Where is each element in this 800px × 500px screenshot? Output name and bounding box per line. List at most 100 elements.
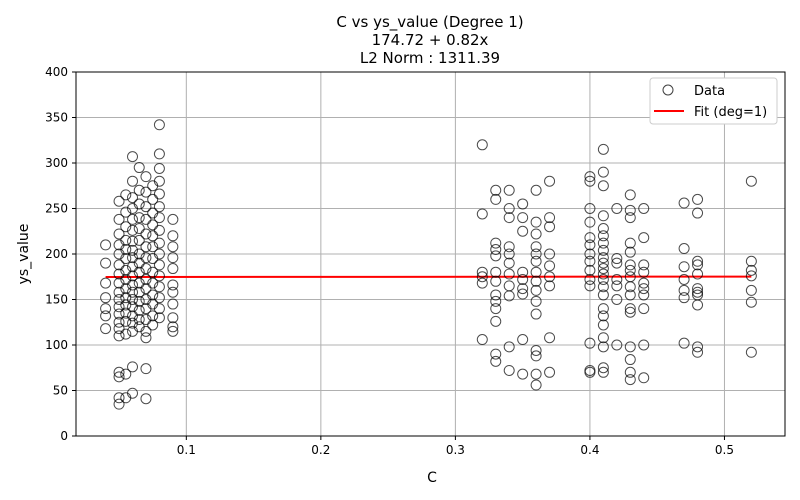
data-point [584,280,596,292]
data-point [517,212,529,224]
data-point [624,341,636,353]
data-point [127,310,139,322]
data-point [517,225,529,237]
data-point [517,266,529,278]
data-point [153,248,165,260]
data-point [530,344,542,356]
data-point [153,224,165,236]
data-point [147,310,159,322]
data-point [120,206,132,218]
data-point [597,366,609,378]
data-point [133,248,145,260]
data-point [153,281,165,293]
data-point [133,162,145,174]
data-point [113,228,125,240]
y-tick-label: 200 [45,247,68,261]
data-point [745,270,757,282]
data-point [100,310,112,322]
data-point [611,203,623,214]
data-point [638,303,650,315]
data-point [113,286,125,298]
data-point [120,292,132,304]
data-point [100,292,112,304]
data-point [544,332,556,344]
data-point [140,263,152,275]
data-point [584,366,596,378]
y-tick-label: 50 [53,384,68,398]
data-point [692,286,704,298]
data-point [678,261,690,273]
data-point [624,264,636,276]
data-point [140,332,152,344]
data-point [517,368,529,380]
data-point [127,387,139,399]
data-point [167,213,179,225]
data-point [517,283,529,295]
data-point [127,294,139,305]
data-point [153,188,165,200]
data-point [584,337,596,349]
data-point [530,228,542,240]
data-point [100,257,112,269]
data-point [133,223,145,235]
data-point [120,283,132,295]
data-point [153,303,165,315]
data-point [100,277,112,289]
data-point [133,277,145,289]
data-point [167,252,179,264]
data-point [127,235,139,247]
data-point [476,334,488,346]
data-point [147,219,159,231]
data-point [745,264,757,276]
data-point [597,180,609,192]
data-point [624,259,636,271]
data-point [140,325,152,337]
y-tick-label: 400 [45,65,68,79]
data-point [544,221,556,233]
data-point [140,283,152,295]
data-point [113,213,125,225]
data-point [167,230,179,242]
data-point [503,248,515,260]
data-point [120,221,132,233]
data-point [638,372,650,384]
data-point [490,243,502,255]
data-point [503,290,515,302]
x-tick-label: 0.1 [177,443,196,457]
data-point [476,139,488,151]
data-point [517,198,529,210]
data-point [113,392,125,404]
data-point [530,184,542,196]
data-point [167,321,179,333]
data-point [133,212,145,224]
data-point [113,277,125,289]
data-point [517,334,529,346]
data-point [113,323,125,335]
data-point [597,341,609,353]
data-point [638,339,650,351]
data-point [584,248,596,260]
data-point [503,212,515,224]
data-point [153,201,165,213]
data-point [113,330,125,342]
data-point [140,171,152,183]
data-point [120,315,132,327]
y-tick-label: 150 [45,293,68,307]
data-point [127,261,139,273]
data-point [503,268,515,280]
y-axis-label: ys_value [16,224,32,285]
data-point [530,248,542,260]
data-point [113,195,125,207]
data-point [597,143,609,155]
y-tick-label: 100 [45,338,68,352]
data-point [113,398,125,410]
data-point [597,289,609,301]
data-point [490,295,502,307]
data-point [584,175,596,187]
data-point [153,237,165,249]
data-point [113,371,125,383]
data-point [544,212,556,224]
data-point [167,325,179,337]
data-point [624,374,636,386]
legend: Data Fit (deg=1) [649,77,778,125]
